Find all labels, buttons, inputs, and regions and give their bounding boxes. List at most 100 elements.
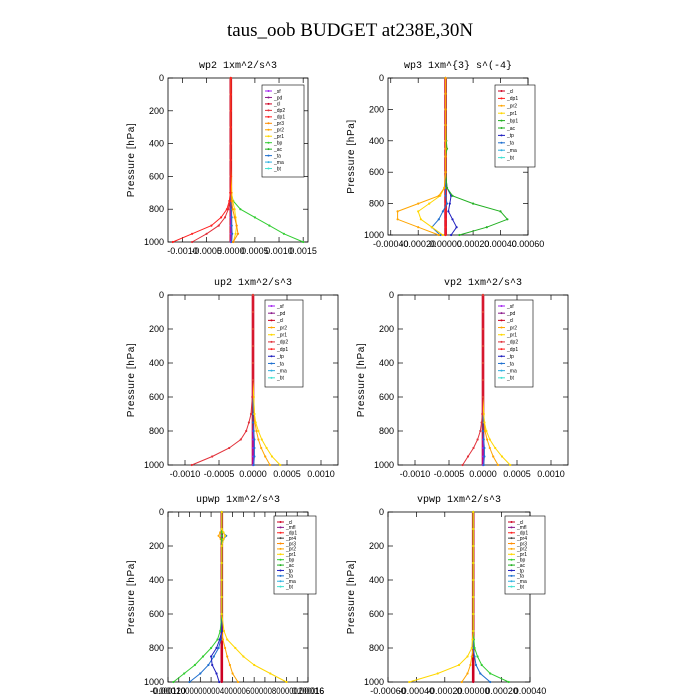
legend-marker	[500, 362, 503, 365]
legend-entry: _pr1	[516, 552, 527, 558]
legend-entry: _pr2	[273, 128, 284, 134]
chart-panel-4: upwp 1xm^2/s^3 Pressure [hPa] 0 200 400 600 80…	[126, 494, 324, 696]
data-point	[223, 216, 227, 219]
data-point	[260, 446, 263, 450]
y-tick-label: 200	[369, 104, 384, 114]
data-point	[199, 672, 202, 675]
legend-entry: _ma	[506, 148, 517, 154]
x-tick-label: -0.00010	[150, 686, 186, 696]
data-point	[450, 233, 453, 237]
panel-title: wp3 1xm^{3} s^(-4}	[404, 60, 512, 72]
data-point	[451, 218, 454, 221]
legend-entry: _pd	[276, 311, 286, 317]
y-tick-label: 800	[369, 643, 384, 653]
legend-marker	[500, 149, 503, 152]
data-point	[473, 655, 476, 658]
x-tick-label: 0.0000	[469, 469, 497, 479]
data-point	[251, 361, 255, 365]
y-axis-label: Pressure [hPa]	[356, 343, 367, 418]
legend-marker	[510, 580, 513, 583]
data-point	[229, 142, 232, 145]
legend-marker	[500, 127, 503, 129]
data-point	[217, 646, 220, 650]
data-point	[249, 412, 253, 416]
data-point	[212, 655, 215, 658]
y-tick-label: 400	[369, 136, 384, 146]
y-tick-label: 1000	[144, 677, 164, 687]
x-tick-label: -0.0010	[400, 469, 431, 479]
data-point	[220, 646, 223, 650]
data-point	[222, 629, 226, 633]
legend-entry: _bp	[273, 140, 283, 146]
legend-entry: _bp	[285, 557, 295, 563]
data-point	[481, 293, 485, 297]
data-point	[252, 429, 255, 433]
data-point	[257, 438, 260, 441]
chart-panel-0: wp2 1xm^2/s^3 Pressure [hPa] 0 200 400 600 800…	[126, 60, 317, 256]
data-point	[220, 216, 223, 219]
y-tick-label: 200	[379, 324, 394, 334]
y-tick-label: 0	[389, 290, 394, 300]
legend-marker	[267, 109, 270, 112]
legend-entry: _pr2	[506, 104, 517, 110]
data-point	[228, 446, 231, 450]
legend-entry: _bt	[516, 584, 525, 590]
data-point	[472, 202, 475, 205]
data-point	[470, 655, 473, 658]
data-point	[460, 680, 463, 684]
legend-entry: _bp	[516, 557, 526, 563]
x-tick-label: -0.00040	[399, 686, 435, 696]
y-tick-label: 1000	[364, 677, 384, 687]
data-point	[408, 680, 411, 684]
data-point	[444, 233, 447, 237]
legend-entry: _sf	[506, 304, 514, 310]
data-point	[444, 226, 447, 229]
legend-marker	[510, 585, 513, 588]
data-point	[466, 655, 469, 658]
x-tick-label: 0.0000	[217, 246, 245, 256]
data-point	[251, 395, 254, 399]
legend: _cl_mfl_dp1_pr4_pr3_pr2_pr1_bp_ac_tp_ta_…	[504, 515, 546, 595]
data-point	[499, 210, 502, 213]
legend-marker	[510, 569, 513, 572]
data-point	[251, 378, 255, 382]
legend-entry: _sf	[273, 89, 281, 95]
data-point	[220, 680, 223, 684]
x-tick-label: 0.0010	[265, 246, 293, 256]
data-point	[253, 216, 256, 219]
plot-frame	[387, 511, 531, 683]
data-point	[242, 655, 245, 658]
data-point	[220, 612, 223, 616]
data-point	[509, 463, 512, 467]
legend-marker	[510, 564, 513, 567]
figure-title: taus_oob BUDGET at238E,30N	[226, 20, 474, 41]
x-tick-label: -0.0010	[170, 469, 201, 479]
data-point	[231, 232, 234, 235]
legend-entry: _pd	[506, 311, 516, 317]
data-point	[472, 510, 475, 514]
y-tick-label: 600	[369, 609, 384, 619]
data-point	[265, 446, 268, 450]
y-tick-label: 0	[379, 507, 384, 517]
y-tick-label: 600	[369, 167, 384, 177]
data-point	[191, 232, 194, 235]
data-point	[252, 463, 255, 467]
legend-marker	[510, 531, 513, 534]
y-tick-label: 1000	[374, 460, 394, 470]
legend-marker	[270, 312, 273, 315]
data-point	[444, 92, 447, 95]
data-point	[437, 194, 440, 197]
legend-marker	[267, 154, 270, 157]
legend-marker	[267, 122, 270, 125]
chart-panel-1: wp3 1xm^{3} s^(-4} Pressure [hPa] 0 200 400 6…	[346, 60, 544, 249]
data-point	[211, 455, 214, 458]
y-tick-label: 200	[149, 106, 164, 116]
data-point	[226, 638, 229, 641]
data-point	[211, 663, 214, 667]
legend-marker	[267, 96, 270, 99]
data-point	[482, 438, 485, 441]
data-point	[486, 438, 489, 441]
data-point	[190, 463, 193, 467]
data-point	[473, 646, 476, 650]
y-tick-label: 200	[149, 541, 164, 551]
